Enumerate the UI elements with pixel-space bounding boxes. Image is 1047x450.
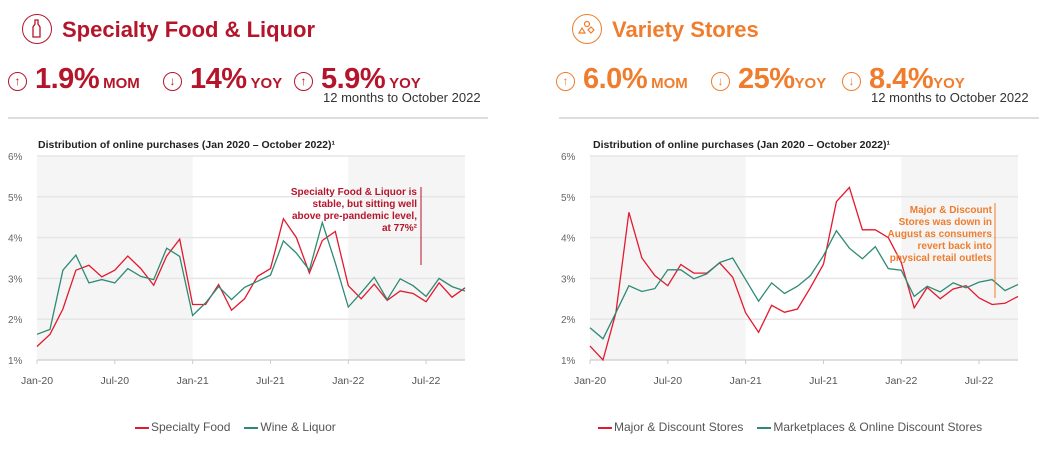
shaded-period	[348, 156, 465, 360]
arrow-down-icon: ↓	[711, 71, 730, 91]
y-tick-label: 5%	[561, 193, 576, 204]
stat-value: 1.9%	[35, 63, 100, 95]
x-tick-label: Jul-22	[965, 375, 994, 387]
chart-annotation: Specialty Food & Liquor is stable, but s…	[290, 187, 417, 234]
y-tick-label: 6%	[8, 152, 23, 163]
legend: Specialty Food Wine & Liquor	[135, 420, 336, 434]
y-tick-label: 6%	[561, 152, 576, 163]
legend-item: Specialty Food	[135, 420, 230, 434]
legend: Major & Discount Stores Marketplaces & O…	[598, 420, 982, 434]
divider	[559, 117, 1039, 119]
stat-yoy: ↓ 14% YOY	[163, 63, 282, 96]
x-tick-label: Jul-21	[809, 375, 838, 387]
panel-title: Specialty Food & Liquor	[62, 17, 316, 42]
stat-yoy: ↓ 25% YOY	[711, 63, 826, 96]
arrow-up-icon: ↑	[294, 71, 313, 91]
x-tick-label: Jul-20	[101, 375, 130, 387]
stat-12m-yoy: ↑ 5.9% YOY	[294, 63, 421, 96]
stat-unit: YOY	[389, 75, 421, 92]
stat-value: 5.9%	[321, 63, 386, 95]
stat-value: 14%	[190, 63, 247, 95]
arrow-up-icon: ↑	[8, 71, 27, 91]
x-tick-label: Jul-21	[256, 375, 285, 387]
y-tick-label: 4%	[8, 234, 23, 245]
stat-unit: MOM	[651, 75, 688, 92]
stat-12m-yoy: ↓ 8.4% YOY	[842, 63, 965, 96]
line-chart: 1% 2% 3% 4% 5% 6% Jan-20 Jul-20 Jan-21 Jul-21 Jan-…	[8, 152, 466, 387]
stat-unit: YOY	[794, 75, 827, 92]
stat-unit: YOY	[250, 75, 283, 92]
x-tick-label: Jul-20	[654, 375, 683, 387]
legend-item: Wine & Liquor	[244, 420, 336, 434]
shaded-period	[901, 156, 1018, 360]
stat-value: 25%	[738, 63, 795, 95]
y-tick-label: 3%	[561, 274, 576, 285]
x-tick-label: Jan-21	[730, 375, 762, 387]
y-tick-label: 1%	[561, 356, 576, 367]
y-tick-label: 5%	[8, 193, 23, 204]
arrow-down-icon: ↓	[842, 71, 861, 91]
panel-title: Variety Stores	[612, 17, 759, 42]
legend-item: Marketplaces & Online Discount Stores	[757, 420, 982, 434]
variety-stores-panel: Variety Stores ↑ 6.0% MOM ↓ 25% YOY ↓ 8.…	[553, 0, 1047, 450]
x-tick-label: Jan-21	[177, 375, 209, 387]
shapes-icon	[572, 14, 602, 44]
stat-mom: ↑ 6.0% MOM	[556, 63, 688, 96]
stat-note: 12 months to October 2022	[871, 90, 1029, 105]
y-tick-label: 2%	[8, 315, 23, 326]
arrow-down-icon: ↓	[163, 71, 182, 91]
stat-unit: MOM	[103, 75, 140, 92]
x-tick-label: Jan-20	[21, 375, 53, 387]
stat-value: 8.4%	[869, 63, 934, 95]
legend-item: Major & Discount Stores	[598, 420, 743, 434]
stat-mom: ↑ 1.9% MOM	[8, 63, 140, 96]
shaded-period	[590, 156, 746, 360]
bottle-icon	[22, 14, 52, 44]
arrow-up-icon: ↑	[556, 71, 575, 91]
series-line-wine-liquor	[36, 220, 466, 335]
series-line-marketplaces-online-discount-stores	[589, 229, 1019, 340]
chart-title: Distribution of online purchases (Jan 20…	[38, 139, 335, 151]
chart-title: Distribution of online purchases (Jan 20…	[593, 139, 890, 151]
x-tick-label: Jan-20	[574, 375, 606, 387]
x-tick-label: Jul-22	[412, 375, 441, 387]
x-tick-label: Jan-22	[332, 375, 364, 387]
stat-value: 6.0%	[583, 63, 648, 95]
line-chart: 1% 2% 3% 4% 5% 6% Jan-20 Jul-20 Jan-21 Jul-21 Jan-…	[561, 152, 1019, 387]
stat-unit: YOY	[933, 75, 965, 92]
divider	[8, 117, 488, 119]
chart-annotation: Major & Discount Stores was down in Augu…	[887, 205, 992, 264]
y-tick-label: 4%	[561, 234, 576, 245]
stat-note: 12 months to October 2022	[323, 90, 481, 105]
y-tick-label: 1%	[8, 356, 23, 367]
shaded-period	[37, 156, 193, 360]
x-tick-label: Jan-22	[885, 375, 917, 387]
series-line-specialty-food	[36, 217, 466, 347]
specialty-food-panel: Specialty Food & Liquor ↑ 1.9% MOM ↓ 14%…	[0, 0, 520, 450]
series-line-major-discount-stores	[589, 186, 1019, 362]
y-tick-label: 3%	[8, 274, 23, 285]
y-tick-label: 2%	[561, 315, 576, 326]
